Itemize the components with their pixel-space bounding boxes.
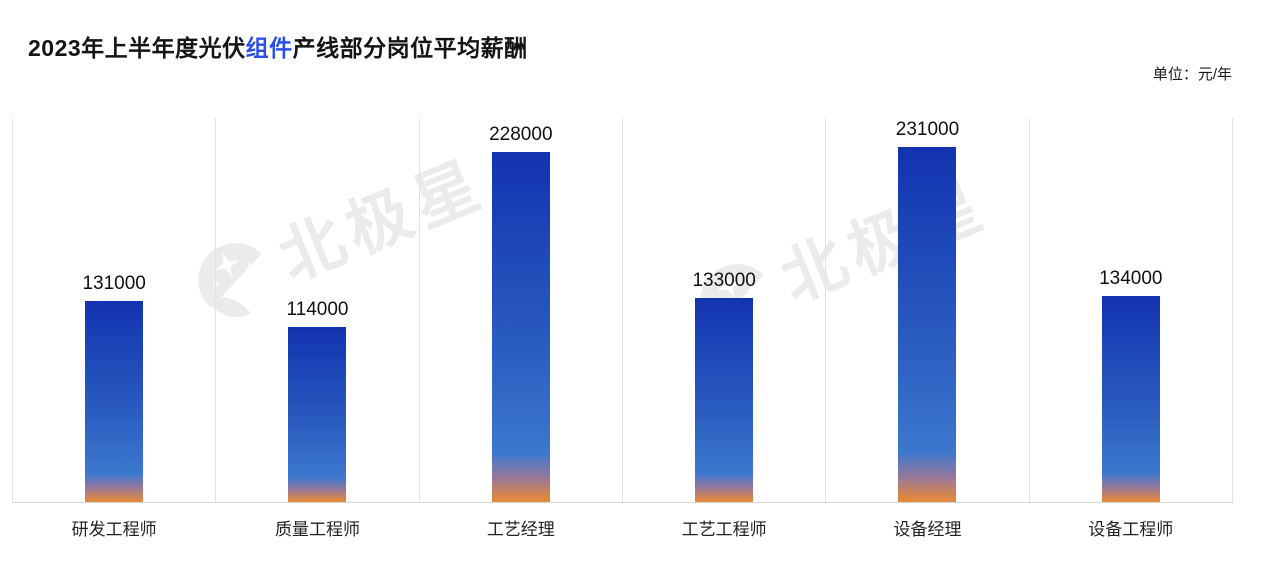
bar-column: 133000 工艺工程师 bbox=[621, 118, 825, 539]
bar-value-label: 228000 bbox=[489, 123, 553, 145]
category-label: 研发工程师 bbox=[71, 520, 157, 539]
category-label: 工艺经理 bbox=[486, 520, 555, 539]
bar[interactable] bbox=[85, 300, 144, 502]
bar[interactable] bbox=[288, 326, 347, 502]
bar-column: 231000 设备经理 bbox=[825, 118, 1028, 539]
bar[interactable] bbox=[491, 151, 550, 502]
bar-column: 114000 质量工程师 bbox=[215, 118, 418, 539]
bar-value-label: 133000 bbox=[692, 269, 756, 291]
page-title: 2023年上半年度光伏组件产线部分岗位平均薪酬 bbox=[28, 29, 528, 63]
title-highlight: 组件 bbox=[245, 35, 293, 61]
bar-value-label: 134000 bbox=[1099, 268, 1163, 290]
bar-column: 228000 工艺经理 bbox=[418, 118, 622, 539]
bar-value-label: 231000 bbox=[895, 119, 960, 141]
bar[interactable] bbox=[898, 147, 957, 502]
bar-value-label: 114000 bbox=[286, 299, 349, 321]
category-label: 设备经理 bbox=[893, 520, 962, 539]
title-prefix: 2023年上半年度光伏 bbox=[28, 35, 246, 61]
bar-chart: 131000 研发工程师 114000 质量工程师 228000 工艺经理 13… bbox=[12, 118, 1233, 539]
category-label: 质量工程师 bbox=[274, 520, 360, 539]
category-label: 设备工程师 bbox=[1088, 520, 1174, 539]
bar-column: 131000 研发工程师 bbox=[12, 118, 215, 539]
bar[interactable] bbox=[1101, 296, 1160, 502]
bar[interactable] bbox=[695, 297, 754, 502]
category-label: 工艺工程师 bbox=[681, 520, 767, 539]
bar-value-label: 131000 bbox=[82, 272, 146, 294]
title-suffix: 产线部分岗位平均薪酬 bbox=[292, 35, 528, 61]
unit-label: 单位：元/年 bbox=[1152, 66, 1232, 83]
bar-column: 134000 设备工程师 bbox=[1028, 118, 1233, 539]
